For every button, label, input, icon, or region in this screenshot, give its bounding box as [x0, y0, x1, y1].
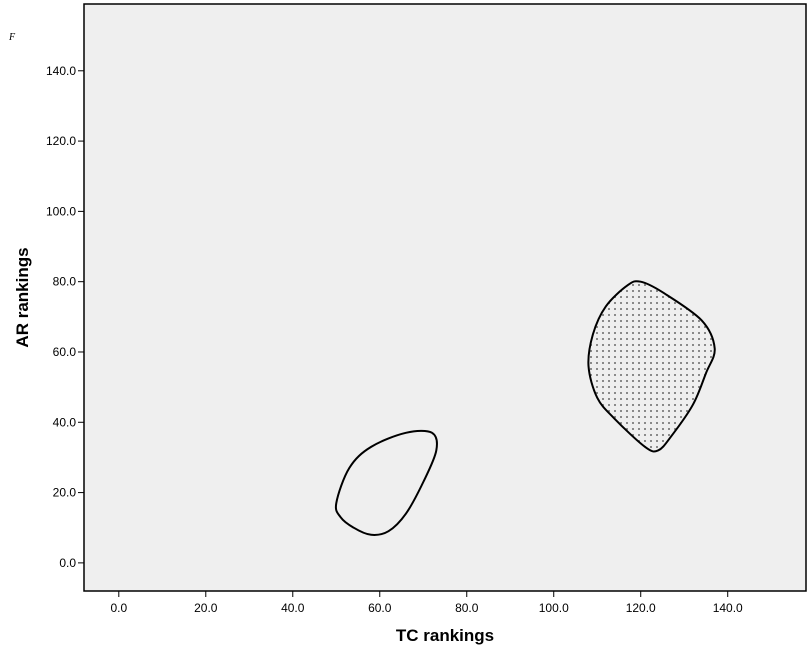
x-tick-label: 40.0 [281, 601, 305, 615]
y-axis: 0.0 20.0 40.0 60.0 80.0 100.0 120.0 140.0 [46, 64, 84, 570]
contour-region-1 [334, 429, 438, 536]
corner-mark: F [8, 32, 16, 43]
y-tick-label: 20.0 [53, 486, 77, 500]
y-tick-label: 140.0 [46, 64, 76, 78]
x-axis-title: TC rankings [396, 626, 494, 645]
x-tick-label: 60.0 [368, 601, 392, 615]
plot-area [84, 4, 806, 591]
y-tick-label: 0.0 [59, 556, 76, 570]
y-tick-label: 80.0 [53, 275, 77, 289]
contour-regions [334, 280, 716, 536]
y-tick-label: 40.0 [53, 415, 77, 429]
x-tick-label: 0.0 [110, 601, 127, 615]
x-axis: 0.0 20.0 40.0 60.0 80.0 100.0 120.0 140.0 [110, 591, 743, 615]
x-tick-label: 140.0 [713, 601, 743, 615]
y-tick-label: 60.0 [53, 345, 77, 359]
x-tick-label: 100.0 [539, 601, 569, 615]
y-tick-label: 120.0 [46, 134, 76, 148]
y-axis-title: AR rankings [13, 247, 32, 347]
x-tick-label: 80.0 [455, 601, 479, 615]
plot-frame [83, 3, 807, 592]
x-tick-label: 20.0 [194, 601, 218, 615]
x-tick-label: 120.0 [626, 601, 656, 615]
y-tick-label: 100.0 [46, 204, 76, 218]
contour-region-2 [587, 280, 716, 453]
